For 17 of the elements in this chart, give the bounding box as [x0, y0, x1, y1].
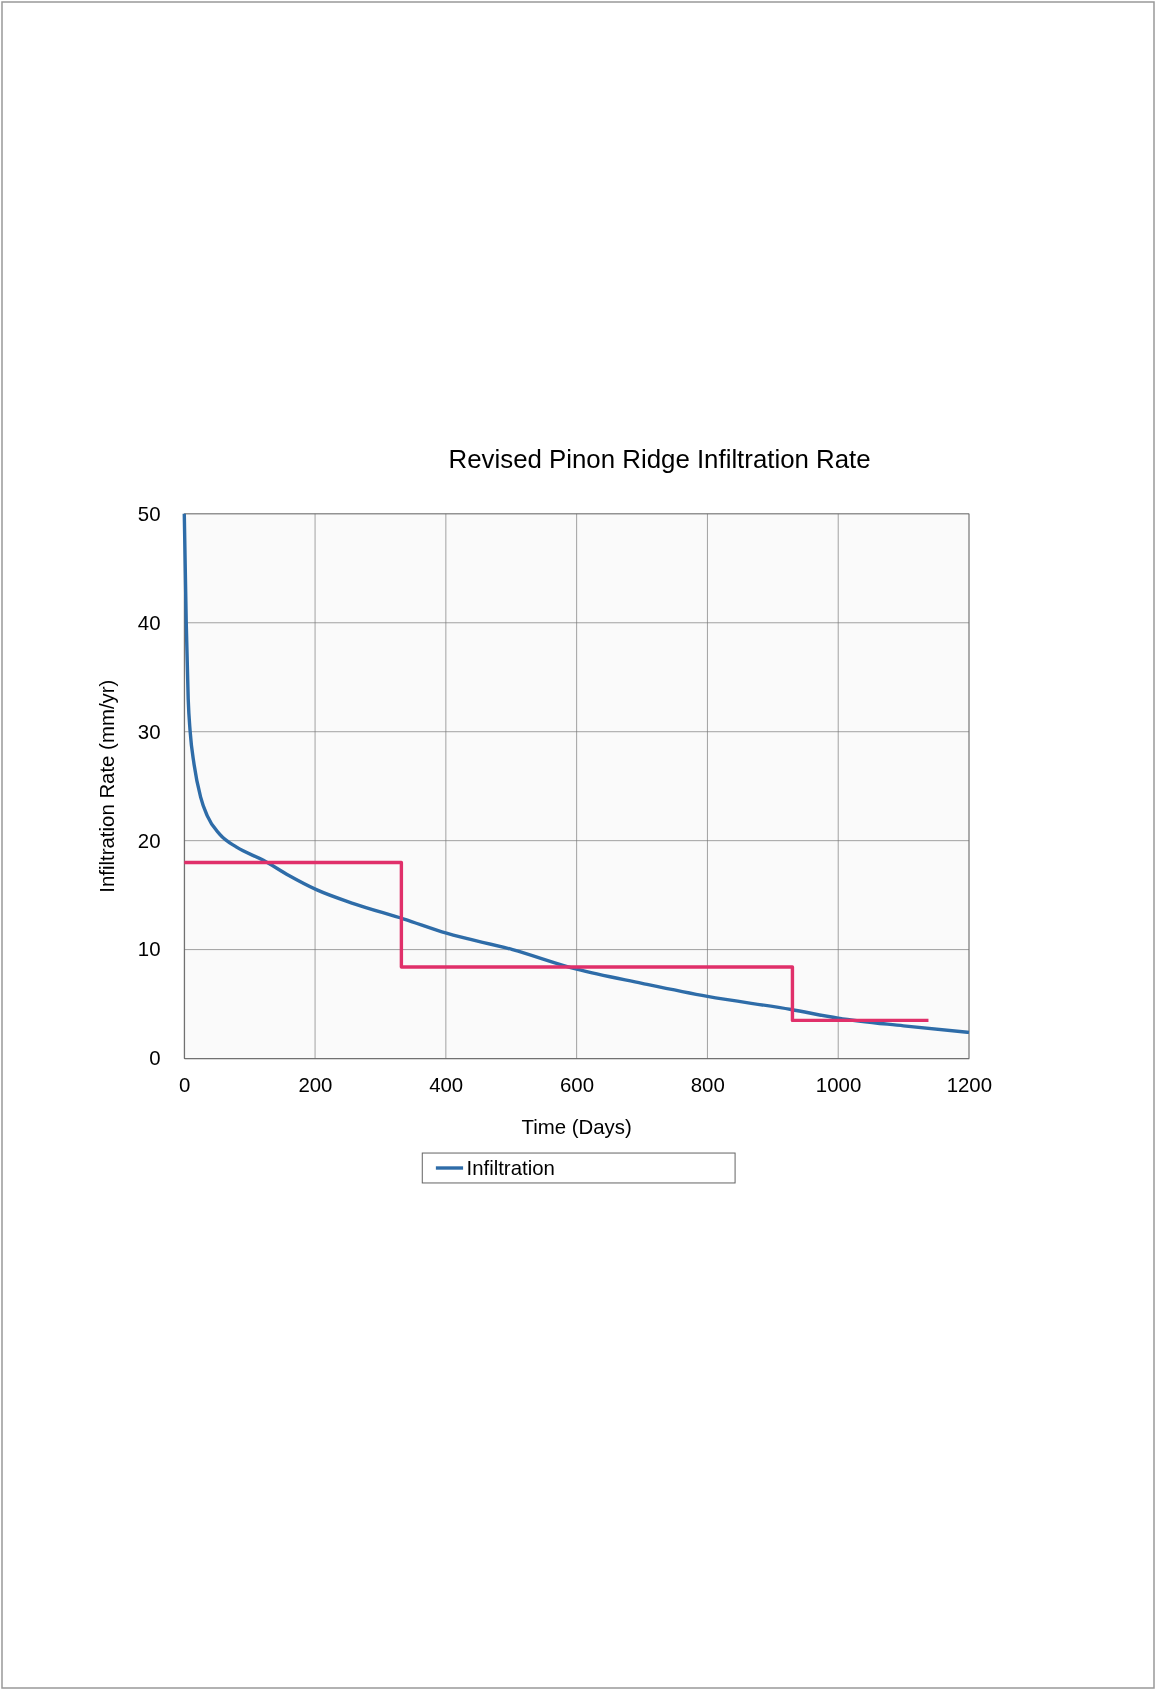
y-tick-label: 0 — [149, 1047, 161, 1070]
y-tick-label: 50 — [137, 502, 161, 525]
legend-label: Infiltration — [466, 1157, 555, 1180]
y-tick-label: 10 — [137, 938, 161, 961]
y-tick-label: 20 — [137, 829, 161, 852]
x-axis-title: Time (Days) — [521, 1116, 632, 1138]
x-tick-label: 0 — [178, 1074, 191, 1097]
x-tick-label: 600 — [559, 1074, 594, 1097]
x-tick-label: 1200 — [946, 1074, 993, 1097]
y-tick-label: 40 — [137, 611, 161, 634]
chart-title: Revised Pinon Ridge Infiltration Rate — [448, 444, 871, 473]
x-tick-label: 800 — [690, 1074, 725, 1097]
x-tick-label: 200 — [298, 1074, 333, 1097]
y-axis-title: Infiltration Rate (mm/yr) — [96, 679, 119, 893]
x-tick-label: 400 — [429, 1074, 464, 1097]
y-tick-label: 30 — [137, 720, 161, 743]
x-tick-label: 1000 — [815, 1074, 862, 1097]
